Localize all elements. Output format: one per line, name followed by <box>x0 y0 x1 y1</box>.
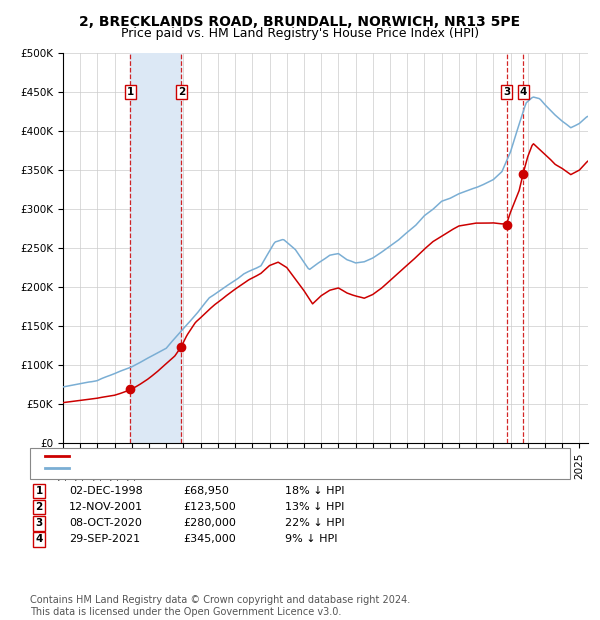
Text: 2, BRECKLANDS ROAD, BRUNDALL, NORWICH, NR13 5PE: 2, BRECKLANDS ROAD, BRUNDALL, NORWICH, N… <box>79 16 521 30</box>
Text: 9% ↓ HPI: 9% ↓ HPI <box>285 534 337 544</box>
Text: £280,000: £280,000 <box>183 518 236 528</box>
Text: 02-DEC-1998: 02-DEC-1998 <box>69 486 143 496</box>
Text: 22% ↓ HPI: 22% ↓ HPI <box>285 518 344 528</box>
Text: 08-OCT-2020: 08-OCT-2020 <box>69 518 142 528</box>
Text: 3: 3 <box>35 518 43 528</box>
Bar <box>130 53 181 443</box>
Text: 3: 3 <box>503 87 510 97</box>
Text: 4: 4 <box>520 87 527 97</box>
Text: 4: 4 <box>35 534 43 544</box>
Text: 29-SEP-2021: 29-SEP-2021 <box>69 534 140 544</box>
Text: 1: 1 <box>35 486 43 496</box>
Text: 13% ↓ HPI: 13% ↓ HPI <box>285 502 344 512</box>
Text: 12-NOV-2001: 12-NOV-2001 <box>69 502 143 512</box>
Text: HPI: Average price, detached house, Broadland: HPI: Average price, detached house, Broa… <box>72 463 335 473</box>
Text: 2, BRECKLANDS ROAD, BRUNDALL, NORWICH, NR13 5PE (detached house): 2, BRECKLANDS ROAD, BRUNDALL, NORWICH, N… <box>72 451 490 461</box>
Text: Contains HM Land Registry data © Crown copyright and database right 2024.
This d: Contains HM Land Registry data © Crown c… <box>30 595 410 617</box>
Text: £345,000: £345,000 <box>183 534 236 544</box>
Text: 2: 2 <box>178 87 185 97</box>
Text: 1: 1 <box>127 87 134 97</box>
Text: Price paid vs. HM Land Registry's House Price Index (HPI): Price paid vs. HM Land Registry's House … <box>121 27 479 40</box>
Text: 18% ↓ HPI: 18% ↓ HPI <box>285 486 344 496</box>
Text: £123,500: £123,500 <box>183 502 236 512</box>
Text: 2: 2 <box>35 502 43 512</box>
Text: £68,950: £68,950 <box>183 486 229 496</box>
